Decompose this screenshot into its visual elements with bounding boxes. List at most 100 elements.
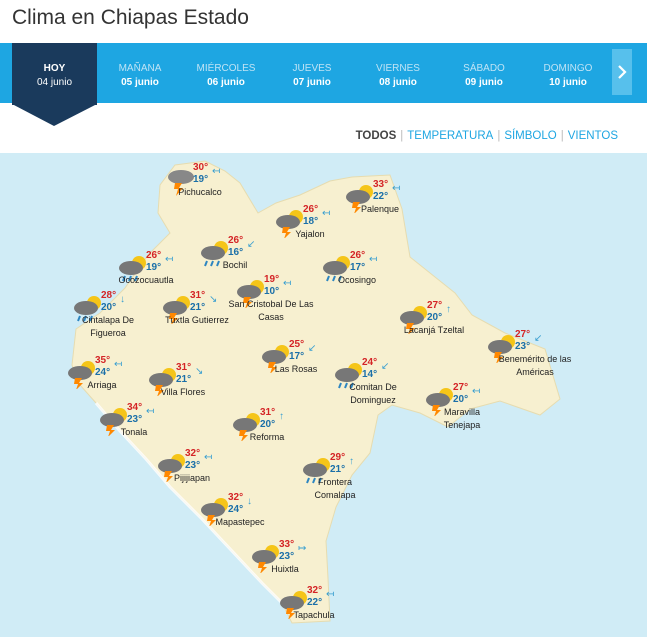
city-marker[interactable]: 26° 16° ↙ Bochil xyxy=(201,235,255,270)
city-marker[interactable]: 26° 18° ↤ Yajalon xyxy=(276,204,330,239)
low-temp: 21° xyxy=(330,464,346,475)
high-temp: 31° xyxy=(176,362,192,373)
day-tab-1[interactable]: MAÑANA 05 junio xyxy=(97,43,183,103)
partly-cloudy-rain-icon xyxy=(74,296,101,322)
city-marker[interactable]: 31° 20° ↑ Reforma xyxy=(233,407,284,442)
low-temp: 22° xyxy=(307,597,323,608)
day-tab-2[interactable]: MIÉRCOLES 06 junio xyxy=(183,43,269,103)
wind-arrow-icon: ↤ xyxy=(326,589,335,600)
wind-arrow-icon: ↙ xyxy=(247,239,256,250)
city-marker[interactable]: 29° 21° ↑ Frontera Comalapa xyxy=(303,452,356,500)
city-marker[interactable]: 24° 14° ↙ Comitan De Dominguez xyxy=(335,357,397,405)
city-name: Frontera Comalapa xyxy=(314,477,356,500)
city-name: Lacanjá Tzeltal xyxy=(403,325,465,335)
low-temp: 21° xyxy=(190,302,206,313)
city-name: Ocozocuautla xyxy=(118,275,174,285)
today-pointer xyxy=(12,104,97,126)
high-temp: 24° xyxy=(362,357,378,368)
low-temp: 21° xyxy=(176,374,192,385)
low-temp: 17° xyxy=(350,262,366,273)
day-tab-6[interactable]: DOMINGO 10 junio xyxy=(525,43,611,103)
low-temp: 20° xyxy=(427,312,443,323)
day-selector: MAÑANA 05 junio MIÉRCOLES 06 junio JUEVES 0… xyxy=(0,43,647,103)
city-marker[interactable]: 27° 23° ↙ Benemérito de las Américas xyxy=(488,329,571,377)
low-temp: 16° xyxy=(228,247,244,258)
day-name: MAÑANA xyxy=(118,63,162,74)
city-name: Ocosingo xyxy=(337,275,377,285)
city-name: Palenque xyxy=(360,204,400,214)
low-temp: 23° xyxy=(515,341,531,352)
day-tab-today[interactable]: HOY 04 junio xyxy=(12,43,97,105)
partly-cloudy-storm-icon xyxy=(100,408,127,436)
low-temp: 24° xyxy=(228,504,244,515)
partly-cloudy-rain-icon xyxy=(335,363,362,389)
day-tab-3[interactable]: JUEVES 07 junio xyxy=(269,43,355,103)
wind-arrow-icon: ↤ xyxy=(165,254,174,265)
cloud-storm-icon xyxy=(168,170,194,196)
city-marker[interactable]: 32° 22° ↤ Tapachula xyxy=(280,585,335,620)
city-marker[interactable]: 31° 21° ↘ Villa Flores xyxy=(149,362,205,397)
wind-arrow-icon: ↓ xyxy=(247,496,252,507)
city-marker[interactable]: 32° 24° ↓ Mapastepec xyxy=(201,492,265,527)
day-name: DOMINGO xyxy=(543,63,593,74)
partly-cloudy-storm-icon xyxy=(237,280,264,308)
day-tab-5[interactable]: SÁBADO 09 junio xyxy=(441,43,527,103)
low-temp: 23° xyxy=(127,414,143,425)
wind-arrow-icon: ↤ xyxy=(322,208,331,219)
wind-arrow-icon: ↤ xyxy=(146,406,155,417)
next-days-button[interactable] xyxy=(612,49,632,95)
wind-arrow-icon: ↤ xyxy=(392,183,401,194)
coastline xyxy=(94,402,284,605)
city-marker[interactable]: 33° 23° ↦ Huixtla xyxy=(252,539,306,574)
partly-cloudy-storm-icon xyxy=(68,361,95,389)
city-name: Pijijiapan xyxy=(173,473,211,483)
filter-winds[interactable]: VIENTOS xyxy=(567,130,618,142)
city-name: Benemérito de las Américas xyxy=(498,354,572,377)
city-marker[interactable]: 34° 23° ↤ Tonala xyxy=(100,402,154,437)
low-temp: 20° xyxy=(101,302,117,313)
city-marker[interactable]: 26° 17° ↤ Ocosingo xyxy=(323,250,377,285)
city-name: Tonala xyxy=(120,427,148,437)
city-marker[interactable]: 31° 21° ↘ Tuxtla Gutierrez xyxy=(163,290,229,325)
city-marker[interactable]: 33° 22° ↤ Palenque xyxy=(346,179,400,214)
day-date: 04 junio xyxy=(36,77,73,88)
city-marker[interactable]: 30° 19° ↤ Pichucalco xyxy=(168,162,222,197)
city-name: Villa Flores xyxy=(160,387,206,397)
wind-arrow-icon: ↤ xyxy=(369,254,378,265)
partly-cloudy-storm-icon xyxy=(488,335,515,363)
filter-all[interactable]: TODOS xyxy=(355,130,397,142)
high-temp: 19° xyxy=(264,274,280,285)
city-marker[interactable]: 35° 24° ↤ Arriaga xyxy=(68,355,122,390)
high-temp: 26° xyxy=(146,250,162,261)
wind-arrow-icon: ↑ xyxy=(349,456,354,467)
city-marker[interactable]: 28° 20° ↓ Cintalapa De Figueroa xyxy=(74,290,134,338)
low-temp: 22° xyxy=(373,191,389,202)
day-name: HOY xyxy=(43,63,66,74)
day-date: 07 junio xyxy=(293,77,331,88)
high-temp: 27° xyxy=(453,382,469,393)
city-marker[interactable]: 27° 20° ↤ Maravilla Tenejapa xyxy=(426,382,480,430)
city-marker[interactable]: 19° 10° ↤ San Cristobal De Las Casas xyxy=(228,274,313,322)
partly-cloudy-storm-icon xyxy=(276,210,303,238)
filter-symbol[interactable]: SÍMBOLO xyxy=(504,130,557,142)
high-temp: 32° xyxy=(185,448,201,459)
city-marker[interactable]: 27° 20° ↑ Lacanjá Tzeltal xyxy=(400,300,464,335)
wind-arrow-icon: ↦ xyxy=(298,543,307,554)
city-name: Tapachula xyxy=(293,610,335,620)
city-marker[interactable]: 25° 17° ↙ Las Rosas xyxy=(262,339,317,374)
wind-arrow-icon: ↘ xyxy=(209,294,218,305)
high-temp: 31° xyxy=(190,290,206,301)
low-temp: 17° xyxy=(289,351,305,362)
day-date: 06 junio xyxy=(207,77,245,88)
day-date: 10 junio xyxy=(549,77,587,88)
wind-arrow-icon: ↤ xyxy=(283,278,292,289)
wind-arrow-icon: ↙ xyxy=(308,343,317,354)
day-name: MIÉRCOLES xyxy=(196,63,256,74)
day-tab-4[interactable]: VIERNES 08 junio xyxy=(355,43,441,103)
chiapas-map xyxy=(0,153,647,637)
city-marker[interactable]: 32° 23° ↤ Pijijiapan xyxy=(158,448,212,483)
filter-temperature[interactable]: TEMPERATURA xyxy=(407,130,494,142)
low-temp: 19° xyxy=(146,262,162,273)
partly-cloudy-storm-icon xyxy=(163,296,190,324)
city-marker[interactable]: 26° 19° ↤ Ocozocuautla xyxy=(118,250,173,285)
